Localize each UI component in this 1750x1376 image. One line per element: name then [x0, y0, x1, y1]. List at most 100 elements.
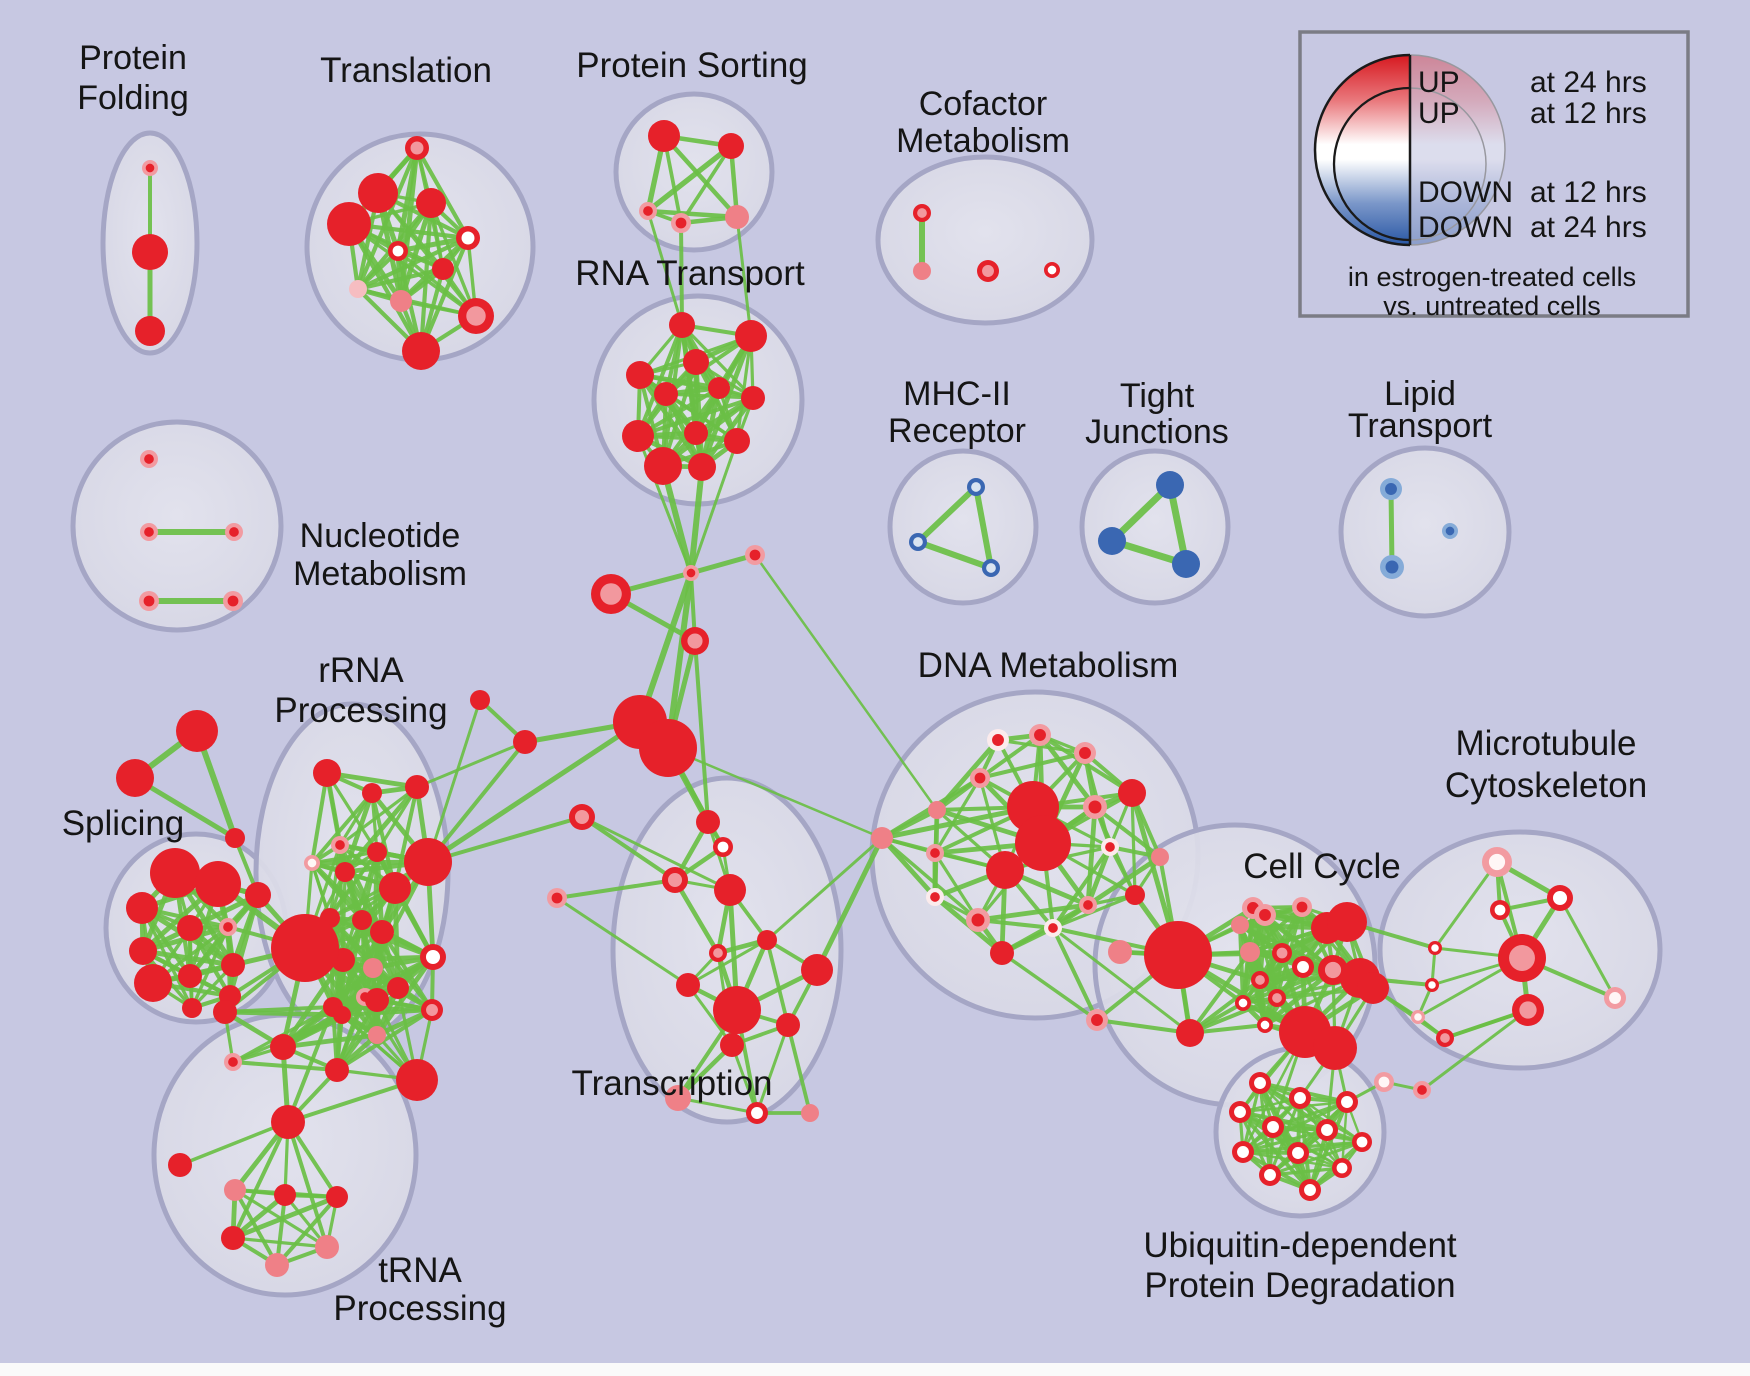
node-trunk-6	[513, 730, 537, 754]
edge	[230, 1194, 340, 1241]
node-core	[327, 202, 371, 246]
node-rrna-processing-3	[331, 836, 349, 854]
edge	[393, 785, 419, 890]
node-core	[1385, 560, 1399, 574]
legend-row-time: at 24 hrs	[1530, 211, 1647, 244]
node-dna-metabolism-3	[1074, 742, 1096, 764]
node-rrna-processing-6	[367, 842, 387, 862]
edge	[686, 983, 734, 1047]
edge	[1095, 1018, 1192, 1035]
node-core	[1237, 1146, 1249, 1158]
cluster-label-protein-folding: Protein Folding	[77, 39, 189, 117]
edge	[680, 323, 755, 400]
node-core	[349, 280, 367, 298]
node-core	[1267, 1121, 1279, 1133]
node-core	[1098, 527, 1126, 555]
nodes-layer	[116, 120, 1626, 1277]
cluster-label-line: Transcription	[572, 1064, 773, 1103]
cluster-bubble-cofactor-metabolism	[875, 154, 1095, 326]
node-core	[1609, 992, 1621, 1004]
node-dna-metabolism-20	[990, 941, 1014, 965]
node-cell-cycle-3	[1254, 904, 1276, 926]
node-dna-metabolism-12	[1101, 838, 1119, 856]
node-core	[352, 910, 372, 930]
node-translation-5	[388, 241, 408, 261]
node-core	[182, 998, 202, 1018]
node-transcription-12	[746, 1102, 768, 1124]
cluster-label-microtubule-cytoskeleton: Microtubule Cytoskeleton	[1445, 724, 1647, 805]
edge	[765, 836, 884, 942]
node-core	[654, 382, 678, 406]
node-core	[1414, 1013, 1422, 1021]
legend-inner-arc-right	[1409, 87, 1487, 241]
node-core	[714, 874, 746, 906]
cluster-bubble-tight-junctions	[1079, 448, 1231, 606]
node-microtubule-cytoskeleton-5	[1512, 994, 1544, 1026]
edge	[275, 1195, 339, 1267]
node-transcription-1	[713, 837, 733, 857]
node-splicing-triangle-1	[116, 759, 154, 797]
cluster-label-line: Ubiquitin-dependent	[1143, 1226, 1457, 1265]
node-translation-1	[358, 173, 398, 213]
node-rrna-processing-18	[271, 914, 339, 982]
node-core	[404, 838, 452, 886]
edge	[676, 1096, 759, 1115]
edge	[1388, 486, 1395, 570]
edge	[699, 333, 754, 470]
node-protein-sorting-3	[671, 213, 691, 233]
node-core	[1494, 904, 1506, 916]
node-core	[708, 377, 730, 399]
node-core	[643, 206, 653, 216]
cluster-label-cell-cycle: Cell Cycle	[1243, 847, 1401, 886]
edge	[686, 938, 769, 987]
node-core	[150, 848, 200, 898]
node-core	[1356, 1136, 1368, 1148]
edge	[429, 201, 478, 318]
node-trunk-7	[470, 690, 490, 710]
node-core	[271, 914, 339, 982]
node-core	[227, 595, 239, 607]
node-splicing-1	[195, 861, 241, 907]
cluster-label-line: Lipid	[1384, 375, 1456, 413]
node-translation-8	[390, 290, 412, 312]
node-dna-metabolism-8	[1015, 815, 1071, 871]
node-core	[675, 217, 687, 229]
cluster-label-line: Metabolism	[293, 555, 467, 593]
node-translation-10	[402, 332, 440, 370]
node-microtubule-cytoskeleton-0	[1482, 847, 1512, 877]
cluster-label-tight-junctions: Tight Junctions	[1085, 377, 1229, 451]
node-core	[1231, 916, 1249, 934]
node-ubiquitin-degradation-7	[1232, 1141, 1254, 1163]
node-core	[913, 537, 923, 547]
node-cofactor-metabolism-2	[977, 260, 999, 282]
node-trna-processing-4	[326, 1186, 348, 1208]
node-core	[735, 320, 767, 352]
node-core	[1118, 779, 1146, 807]
node-splicing-3	[177, 915, 203, 941]
node-cell-cycle-19	[1176, 1019, 1204, 1047]
legend-row-time: at 12 hrs	[1530, 176, 1647, 209]
node-core	[696, 810, 720, 834]
node-core	[363, 958, 383, 978]
cluster-label-line: tRNA	[378, 1251, 462, 1290]
node-trna-processing-0	[271, 1105, 305, 1139]
node-core	[368, 1026, 386, 1044]
node-core	[974, 772, 986, 784]
node-core	[513, 730, 537, 754]
cluster-label-transcription: Transcription	[572, 1064, 773, 1103]
node-rrna-processing-24	[224, 1053, 242, 1071]
node-core	[470, 690, 490, 710]
edge	[426, 698, 482, 864]
edge	[580, 815, 732, 892]
node-core	[466, 306, 486, 326]
node-core	[930, 848, 940, 858]
node-dna-metabolism-17	[1079, 896, 1097, 914]
node-core	[928, 801, 946, 819]
edge	[1241, 965, 1305, 1005]
node-lipid-transport-1	[1442, 523, 1458, 539]
node-core	[684, 421, 708, 445]
node-cell-cycle-6	[1327, 902, 1367, 942]
node-rna-transport-10	[644, 447, 682, 485]
cluster-label-line: Nucleotide	[300, 517, 461, 555]
node-core	[1488, 853, 1506, 871]
